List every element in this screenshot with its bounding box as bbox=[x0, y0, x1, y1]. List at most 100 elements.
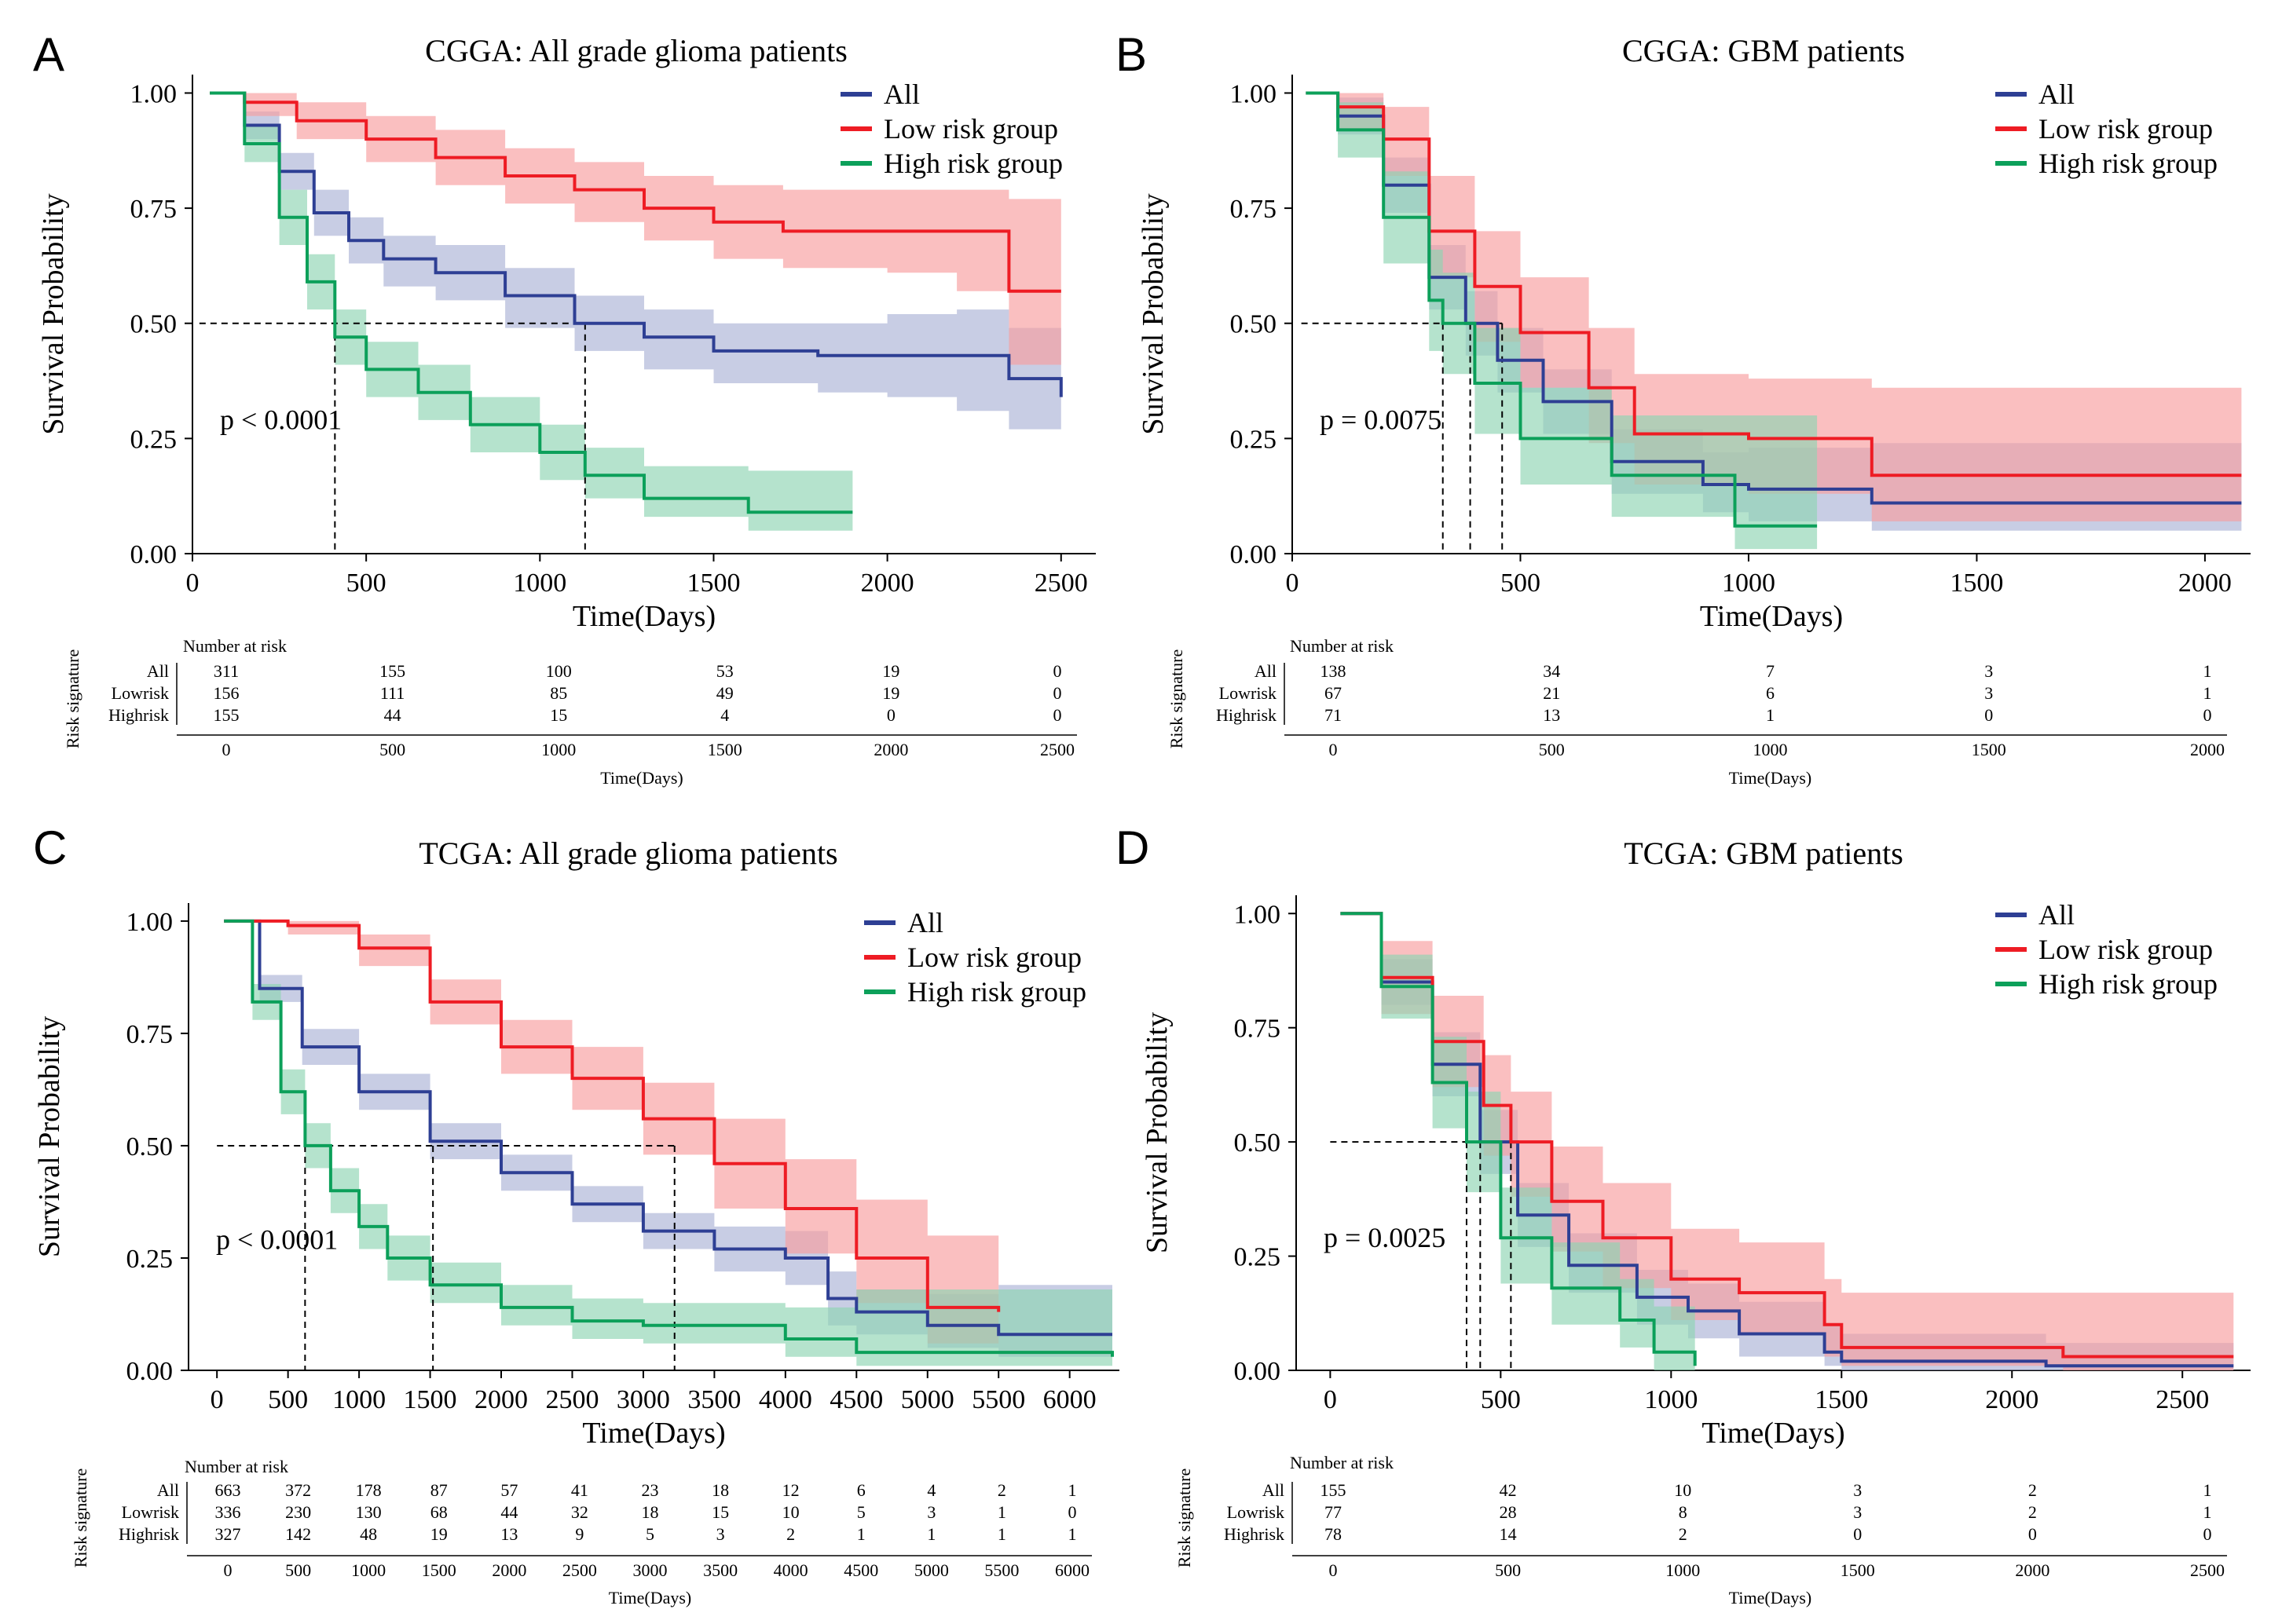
y-tick-label: 1.00 bbox=[1230, 79, 1277, 108]
km-curve-low bbox=[1306, 91, 2242, 477]
risk-time-label: Time(Days) bbox=[1729, 768, 1812, 788]
km-curve-all bbox=[224, 919, 1112, 1337]
risk-count: 15 bbox=[712, 1502, 729, 1522]
legend-label-all: All bbox=[884, 79, 920, 110]
x-tick-label: 5000 bbox=[901, 1385, 954, 1414]
risk-count: 5 bbox=[857, 1502, 866, 1522]
risk-count: 68 bbox=[430, 1502, 448, 1522]
risk-count: 28 bbox=[1500, 1502, 1517, 1522]
risk-time-tick: 500 bbox=[285, 1560, 311, 1580]
risk-count: 2 bbox=[2028, 1502, 2037, 1522]
risk-count: 1 bbox=[2203, 683, 2212, 703]
ci-band-low bbox=[210, 93, 1061, 365]
panel-letter: A bbox=[33, 28, 64, 81]
risk-time-tick: 2000 bbox=[2015, 1560, 2049, 1580]
risk-time-tick: 3000 bbox=[633, 1560, 668, 1580]
x-tick-label: 4500 bbox=[830, 1385, 883, 1414]
x-tick-label: 1500 bbox=[1950, 569, 2003, 598]
km-curve-high bbox=[1340, 912, 1697, 1366]
risk-count: 336 bbox=[215, 1502, 241, 1522]
x-tick-label: 0 bbox=[186, 569, 200, 598]
x-tick-label: 2500 bbox=[545, 1385, 599, 1414]
x-tick-label: 1000 bbox=[1644, 1385, 1698, 1414]
chart-title: CGGA: GBM patients bbox=[1622, 33, 1905, 68]
risk-time-tick: 1500 bbox=[1841, 1560, 1875, 1580]
risk-time-tick: 5000 bbox=[914, 1560, 949, 1580]
risk-count: 3 bbox=[1853, 1502, 1862, 1522]
risk-count: 372 bbox=[285, 1480, 311, 1500]
x-tick-label: 2000 bbox=[474, 1385, 528, 1414]
risk-count: 0 bbox=[1984, 705, 1993, 725]
risk-row-label-all: All bbox=[1262, 1480, 1284, 1500]
x-tick-label: 2000 bbox=[2178, 569, 2232, 598]
x-axis-label: Time(Days) bbox=[1701, 1417, 1844, 1450]
x-tick-label: 500 bbox=[1481, 1385, 1521, 1414]
risk-table: Number at risk Risk signature All 311 155 100… bbox=[63, 636, 1077, 788]
legend-label-low: Low risk group bbox=[2038, 113, 2213, 144]
panel-c: C TCGA: All grade glioma patients 0.00 0.25… bbox=[33, 821, 1119, 1608]
risk-time-tick: 2000 bbox=[2190, 740, 2225, 759]
x-tick-label: 500 bbox=[1500, 569, 1540, 598]
risk-time-tick: 2000 bbox=[874, 740, 908, 759]
risk-count: 230 bbox=[285, 1502, 311, 1522]
risk-row-label-high: Highrisk bbox=[1224, 1524, 1284, 1544]
risk-count: 155 bbox=[379, 661, 405, 681]
y-axis-label: Survival Probability bbox=[1141, 1012, 1174, 1253]
risk-count: 178 bbox=[356, 1480, 382, 1500]
risk-time-tick: 1000 bbox=[1665, 1560, 1700, 1580]
risk-time-label: Time(Days) bbox=[609, 1588, 692, 1608]
risk-count: 311 bbox=[214, 661, 239, 681]
risk-time-tick: 500 bbox=[1539, 740, 1565, 759]
risk-count: 5 bbox=[646, 1524, 654, 1544]
x-tick-label: 500 bbox=[268, 1385, 308, 1414]
risk-time-tick: 2500 bbox=[562, 1560, 597, 1580]
risk-time-tick: 2000 bbox=[492, 1560, 526, 1580]
risk-count: 49 bbox=[716, 683, 734, 703]
risk-count: 2 bbox=[786, 1524, 795, 1544]
risk-count: 19 bbox=[430, 1524, 448, 1544]
risk-count: 13 bbox=[1543, 705, 1560, 725]
x-tick-label: 6000 bbox=[1043, 1385, 1097, 1414]
risk-time-label: Time(Days) bbox=[600, 768, 683, 788]
x-tick-label: 3500 bbox=[687, 1385, 741, 1414]
risk-count: 0 bbox=[2028, 1524, 2037, 1544]
y-axis-label: Survival Probability bbox=[37, 193, 70, 434]
risk-time-tick: 1500 bbox=[1972, 740, 2006, 759]
legend-label-low: Low risk group bbox=[884, 113, 1058, 144]
y-tick-label: 0.25 bbox=[126, 1245, 174, 1274]
x-axis-label: Time(Days) bbox=[1700, 600, 1843, 633]
risk-row-label-all: All bbox=[147, 661, 169, 681]
risk-count: 9 bbox=[575, 1524, 584, 1544]
risk-count: 1 bbox=[1068, 1524, 1077, 1544]
x-axis-label: Time(Days) bbox=[573, 600, 716, 633]
risk-time-tick: 4000 bbox=[774, 1560, 808, 1580]
x-tick-label: 0 bbox=[1286, 569, 1299, 598]
x-tick-label: 5500 bbox=[972, 1385, 1025, 1414]
risk-count: 6 bbox=[857, 1480, 866, 1500]
y-axis-label: Survival Probability bbox=[1137, 193, 1170, 434]
y-tick-label: 1.00 bbox=[130, 79, 178, 108]
risk-count: 100 bbox=[546, 661, 572, 681]
risk-count: 23 bbox=[642, 1480, 659, 1500]
ci-band-low bbox=[1306, 93, 2242, 521]
y-axis-label: Survival Probability bbox=[33, 1016, 66, 1257]
risk-count: 4 bbox=[927, 1480, 936, 1500]
risk-count: 14 bbox=[1500, 1524, 1517, 1544]
risk-row-label-low: Lowrisk bbox=[122, 1502, 179, 1522]
chart-title: CGGA: All grade glioma patients bbox=[425, 33, 848, 68]
risk-count: 12 bbox=[782, 1480, 800, 1500]
risk-count: 155 bbox=[1320, 1480, 1346, 1500]
risk-count: 42 bbox=[1500, 1480, 1517, 1500]
x-tick-label: 2000 bbox=[861, 569, 914, 598]
risk-table-side-label: Risk signature bbox=[63, 649, 82, 749]
x-tick-label: 0 bbox=[211, 1385, 224, 1414]
risk-count: 0 bbox=[2203, 705, 2212, 725]
legend-label-high: High risk group bbox=[2038, 148, 2218, 179]
y-tick-label: 0.00 bbox=[126, 1357, 174, 1386]
risk-count: 10 bbox=[1674, 1480, 1691, 1500]
risk-table-header: Number at risk bbox=[1290, 1453, 1394, 1472]
risk-count: 0 bbox=[1053, 661, 1062, 681]
risk-table-header: Number at risk bbox=[1290, 636, 1394, 656]
risk-row-label-high: Highrisk bbox=[108, 705, 169, 725]
